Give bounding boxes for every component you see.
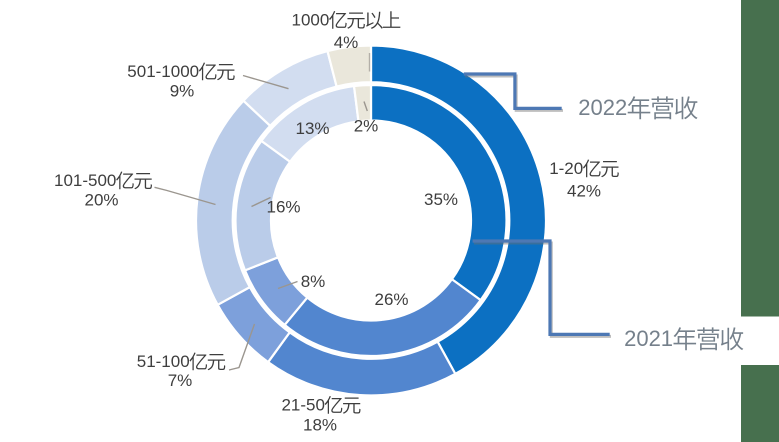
svg-text:8%: 8% xyxy=(301,272,326,291)
svg-text:26%: 26% xyxy=(374,290,408,309)
svg-text:18%: 18% xyxy=(303,416,337,435)
svg-text:16%: 16% xyxy=(266,198,300,217)
svg-text:2021: 2021 xyxy=(624,326,673,351)
svg-text:1000: 1000 xyxy=(292,11,330,30)
svg-text:2%: 2% xyxy=(354,117,379,136)
svg-text:9%: 9% xyxy=(170,82,195,101)
svg-text:35%: 35% xyxy=(424,190,458,209)
svg-text:1-20: 1-20 xyxy=(549,159,583,178)
svg-text:20%: 20% xyxy=(84,191,118,210)
svg-text:501-1000: 501-1000 xyxy=(127,62,199,81)
svg-text:4%: 4% xyxy=(334,33,359,52)
svg-text:2022: 2022 xyxy=(578,95,627,120)
svg-text:13%: 13% xyxy=(295,119,329,138)
svg-text:51-100: 51-100 xyxy=(137,352,190,371)
svg-text:101-500: 101-500 xyxy=(54,171,116,190)
svg-text:7%: 7% xyxy=(168,371,193,390)
svg-text:21-50: 21-50 xyxy=(281,396,324,415)
svg-text:42%: 42% xyxy=(567,182,601,201)
